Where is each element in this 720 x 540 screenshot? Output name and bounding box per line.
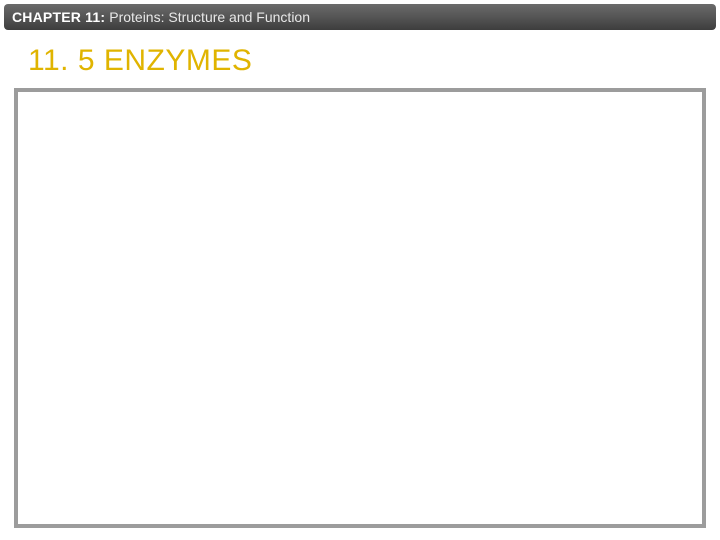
chapter-number-label: CHAPTER 11:: [12, 9, 105, 25]
chapter-header-bar: CHAPTER 11: Proteins: Structure and Func…: [4, 4, 716, 30]
chapter-subtitle: Proteins: Structure and Function: [109, 9, 310, 25]
content-box: [14, 88, 706, 528]
slide-container: CHAPTER 11: Proteins: Structure and Func…: [0, 0, 720, 540]
section-title: 11. 5 ENZYMES: [28, 44, 252, 78]
